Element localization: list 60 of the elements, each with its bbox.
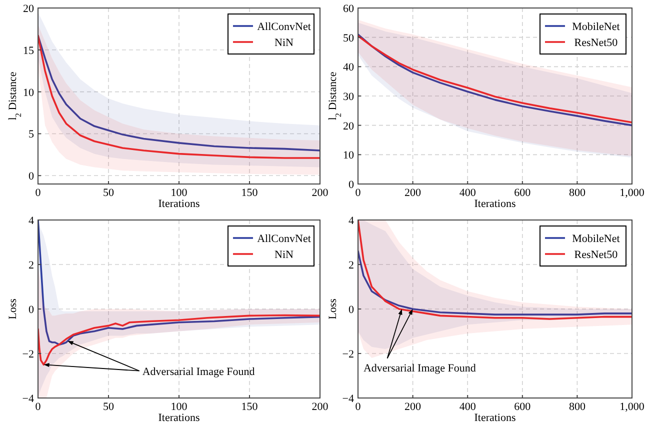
y-tick-label: 30 bbox=[343, 91, 354, 103]
x-tick-label: 400 bbox=[459, 187, 476, 199]
x-tick-label: 200 bbox=[404, 401, 422, 413]
legend-label: NiN bbox=[274, 249, 294, 261]
y-tick-label: 2 bbox=[28, 260, 34, 272]
y-axis-title: Loss bbox=[327, 298, 339, 320]
x-tick-label: 50 bbox=[103, 187, 114, 199]
x-tick-label: 800 bbox=[568, 401, 586, 413]
annotation: Adversarial Image Found bbox=[142, 366, 256, 378]
y-tick-label: −2 bbox=[22, 348, 34, 360]
legend-label: AllConvNet bbox=[257, 233, 311, 245]
x-tick-label: 200 bbox=[312, 401, 329, 413]
x-tick-label: 400 bbox=[459, 401, 476, 413]
x-axis-title: Iterations bbox=[474, 198, 516, 210]
y-tick-label: −2 bbox=[342, 348, 354, 360]
legend-label: AllConvNet bbox=[257, 21, 311, 33]
y-tick-label: 0 bbox=[28, 304, 34, 316]
y-tick-label: 60 bbox=[343, 3, 354, 15]
legend-label: NiN bbox=[274, 37, 294, 49]
x-tick-label: 200 bbox=[312, 187, 329, 199]
legend-label: MobileNet bbox=[572, 233, 620, 245]
legend-label: ResNet50 bbox=[574, 249, 618, 261]
x-axis-title: Iterations bbox=[158, 412, 200, 422]
x-tick-label: 1,000 bbox=[620, 187, 645, 199]
x-tick-label: 600 bbox=[514, 401, 532, 413]
x-tick-label: 100 bbox=[170, 187, 188, 199]
x-axis-title: Iterations bbox=[474, 412, 516, 422]
line-series bbox=[38, 314, 320, 366]
y-tick-label: 4 bbox=[28, 215, 34, 227]
x-tick-label: 150 bbox=[241, 187, 258, 199]
x-tick-label: 1,000 bbox=[620, 401, 645, 413]
y-tick-label: 10 bbox=[23, 86, 34, 99]
y-tick-label: 2 bbox=[348, 260, 354, 272]
y-tick-label: 40 bbox=[343, 62, 354, 74]
y-tick-label: −4 bbox=[22, 393, 34, 405]
x-axis-title: Iterations bbox=[158, 198, 200, 210]
y-tick-label: 20 bbox=[343, 120, 354, 132]
x-tick-label: 600 bbox=[514, 187, 532, 199]
line-series bbox=[358, 250, 632, 316]
y-tick-label: 0 bbox=[348, 179, 354, 191]
line-series bbox=[38, 220, 320, 346]
x-tick-label: 150 bbox=[241, 401, 258, 413]
y-tick-label: 50 bbox=[343, 32, 354, 44]
y-tick-label: 0 bbox=[348, 304, 354, 316]
x-tick-label: 200 bbox=[404, 187, 422, 199]
x-tick-label: 50 bbox=[103, 401, 114, 413]
x-tick-label: 800 bbox=[568, 187, 586, 199]
legend-label: ResNet50 bbox=[574, 37, 618, 49]
y-tick-label: 5 bbox=[28, 128, 34, 141]
legend-label: MobileNet bbox=[572, 21, 620, 33]
y-tick-label: 20 bbox=[23, 3, 34, 15]
x-tick-label: 100 bbox=[170, 401, 188, 413]
y-tick-label: 4 bbox=[348, 215, 354, 227]
y-tick-label: 15 bbox=[23, 44, 34, 57]
line-series bbox=[358, 220, 632, 320]
y-tick-label: 10 bbox=[343, 150, 354, 162]
y-axis-title: Loss bbox=[7, 298, 19, 320]
y-tick-label: −4 bbox=[342, 393, 354, 405]
y-tick-label: 0 bbox=[28, 170, 34, 183]
annotation: Adversarial Image Found bbox=[363, 362, 476, 374]
